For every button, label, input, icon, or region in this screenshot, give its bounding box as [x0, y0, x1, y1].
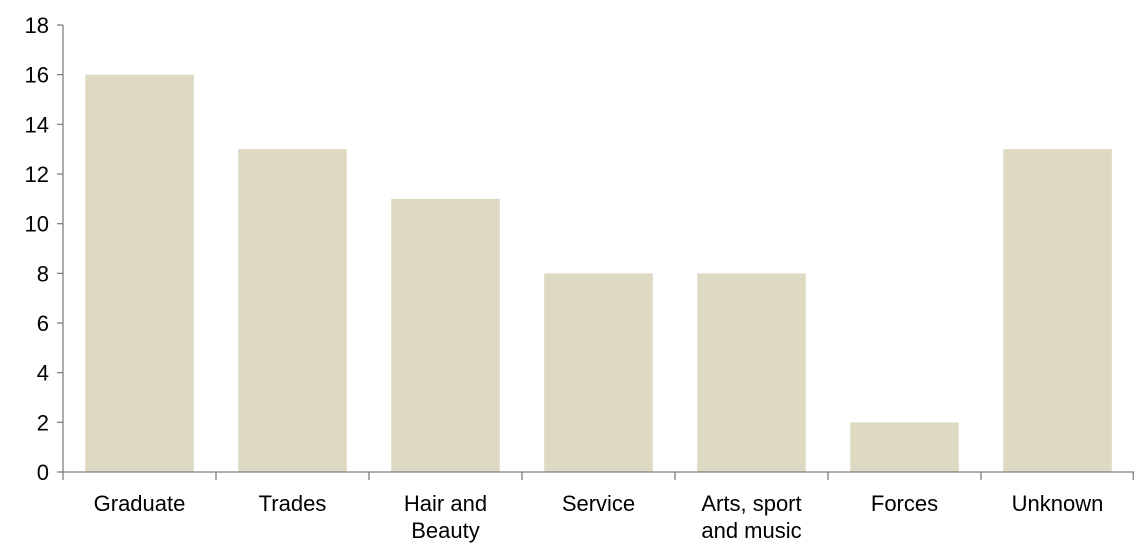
y-tick-label-10: 10 [25, 212, 49, 237]
x-category-label-5: Arts, sport and music [701, 491, 801, 543]
bar-6 [850, 422, 959, 472]
bar-4 [544, 273, 653, 472]
bar-5 [697, 273, 806, 472]
x-category-label-1: Graduate [94, 491, 186, 516]
y-tick-label-4: 4 [37, 361, 49, 386]
y-axis: 0 2 4 6 8 10 12 14 16 18 [25, 13, 64, 485]
bar-7 [1003, 149, 1112, 473]
bar-2 [238, 149, 347, 473]
y-tick-label-0: 0 [37, 460, 49, 485]
x-category-label-3: Hair and Beauty [404, 491, 487, 543]
y-tick-label-12: 12 [25, 162, 49, 187]
x-category-label-7: Unknown [1012, 491, 1104, 516]
x-category-label-4: Service [562, 491, 635, 516]
y-tick-label-16: 16 [25, 63, 49, 88]
y-tick-label-2: 2 [37, 410, 49, 435]
y-tick-label-18: 18 [25, 13, 49, 38]
bars-group [85, 74, 1112, 473]
y-tick-label-8: 8 [37, 261, 49, 286]
y-tick-label-14: 14 [25, 112, 49, 137]
y-tick-label-6: 6 [37, 311, 49, 336]
x-category-label-6: Forces [871, 491, 938, 516]
bar-1 [85, 74, 194, 473]
x-axis: Graduate Trades Hair and Beauty Service Arts,… [62, 471, 1134, 543]
bar-3 [391, 198, 500, 472]
x-category-label-2: Trades [259, 491, 327, 516]
